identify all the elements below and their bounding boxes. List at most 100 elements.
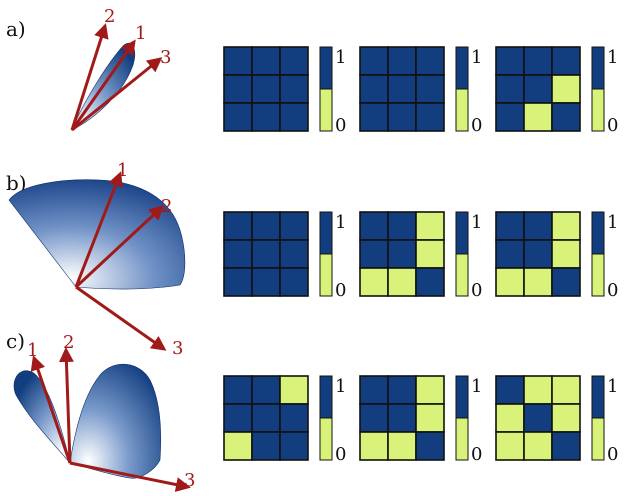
matrix [495,375,581,461]
scale-label-top: 1 [335,47,346,68]
scale-label-bottom: 0 [471,115,482,136]
vector-arrow-2 [58,347,74,464]
scale-label-top: 1 [471,376,482,397]
scale-bar: 10 [455,46,482,136]
scale-bar-top [319,46,333,90]
matrix [495,211,581,297]
matrix-cell-one [551,74,581,104]
matrix-cell-zero [415,74,445,104]
scale-label-bottom: 0 [607,280,618,301]
vector-arrow-2 [70,23,109,131]
scale-label-top: 1 [471,47,482,68]
matrix-cell-zero [279,46,309,76]
matrix-cell-zero [223,403,253,433]
scale-label-bottom: 0 [607,444,618,465]
scale-bar-top [455,375,469,419]
matrix-cell-zero [523,74,553,104]
matrix-cell-zero [279,267,309,297]
matrix-cell-zero [359,403,389,433]
vector-label-1: 1 [27,340,38,361]
matrix-cell-zero [495,211,525,241]
matrix-cell-one [415,239,445,269]
matrix-cell-zero [251,74,281,104]
scale-bar-bottom [319,417,333,461]
matrix-cell-zero [251,211,281,241]
matrix-cell-zero [251,375,281,405]
matrix-cell-zero [523,239,553,269]
scale-label-bottom: 0 [471,280,482,301]
matrix-cell-zero [359,46,389,76]
scale-bar-top [455,46,469,90]
scale-bar-bottom [319,88,333,132]
matrix-cell-one [523,375,553,405]
matrix-cell-zero [223,211,253,241]
matrix-cell-zero [495,74,525,104]
matrix-cell-zero [523,211,553,241]
matrix-cell-one [415,375,445,405]
matrix-cell-one [523,431,553,461]
panel-b: b) 1 2 3 10 10 10 [6,160,618,359]
matrix-cell-zero [551,102,581,132]
vector-label-1: 1 [117,160,128,181]
scale-bar-bottom [455,88,469,132]
vector-label-3: 3 [160,47,171,68]
vector-label-3: 3 [172,338,183,359]
matrix-cell-zero [251,403,281,433]
matrix-cell-one [551,403,581,433]
vector-arrow-1 [30,355,72,464]
matrix-cell-zero [359,211,389,241]
vector-label-1: 1 [135,23,146,44]
matrix-cell-zero [415,431,445,461]
matrix-cell-one [415,211,445,241]
matrix [223,375,309,461]
matrix-cell-zero [415,102,445,132]
matrix-cell-zero [495,46,525,76]
matrix-cell-zero [359,375,389,405]
vector-arrow-1 [70,39,136,131]
vector-arrow-2 [74,204,165,289]
matrix-cell-zero [251,239,281,269]
matrix-cell-zero [415,267,445,297]
scale-bar-top [319,211,333,255]
matrix-cell-zero [251,102,281,132]
matrix-cell-zero [359,102,389,132]
panel-c: c) 1 2 3 10 10 10 [6,329,618,492]
matrix-cell-one [523,102,553,132]
panel-a: a) 2 1 3 10 10 10 [6,6,618,136]
scale-bar: 10 [591,211,618,301]
scale-label-top: 1 [335,376,346,397]
scale-bar: 10 [455,375,482,465]
matrix-cell-zero [387,211,417,241]
matrix-cell-zero [387,74,417,104]
matrix-cell-one [523,267,553,297]
scale-label-bottom: 0 [471,444,482,465]
scale-bar-top [591,211,605,255]
matrix-cell-zero [387,46,417,76]
matrix-cell-zero [495,102,525,132]
matrix-cell-one [415,403,445,433]
scale-label-top: 1 [471,212,482,233]
scale-bar: 10 [591,46,618,136]
matrix-cell-zero [279,102,309,132]
matrix [223,46,309,132]
matrix-cell-zero [495,239,525,269]
scale-label-bottom: 0 [335,280,346,301]
matrix-cell-zero [279,431,309,461]
panel-label: c) [6,329,25,353]
matrix-cell-zero [279,239,309,269]
matrix-cell-zero [251,267,281,297]
matrix-cell-zero [251,46,281,76]
vector-arrow-1 [74,171,123,288]
matrix-cell-zero [279,403,309,433]
matrix [359,46,445,132]
matrix-cell-zero [387,375,417,405]
panel-label: a) [6,17,26,41]
matrix [495,46,581,132]
scale-bar: 10 [319,46,346,136]
radiation-lobe [69,363,161,479]
scale-bar: 10 [455,211,482,301]
matrix-cell-one [551,239,581,269]
vector-arrow-3 [75,285,167,351]
scale-bar-bottom [591,253,605,297]
matrix-cell-zero [415,46,445,76]
